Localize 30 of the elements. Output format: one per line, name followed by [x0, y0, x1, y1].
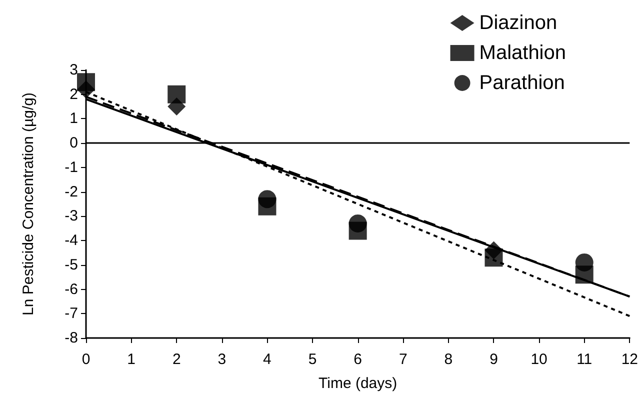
y-tick-label: 3: [70, 62, 78, 78]
x-tick-label: 10: [530, 351, 548, 368]
x-tick-label: 9: [490, 351, 498, 368]
x-tick-label: 12: [621, 351, 638, 368]
x-axis-title: Time (days): [318, 375, 398, 392]
x-tick-label: 4: [263, 351, 272, 368]
x-tick-label: 1: [127, 351, 136, 368]
x-tick-label: 5: [308, 351, 317, 368]
x-tick-label: 7: [398, 351, 408, 368]
legend-label: Malathion: [479, 42, 566, 64]
y-axis-title: Ln Pesticide Concentration (µg/g): [20, 92, 37, 316]
x-tick-label: 11: [576, 351, 592, 368]
x-tick-label: 6: [354, 351, 362, 368]
x-tick-label: 0: [82, 351, 90, 368]
y-tick-label: -5: [64, 256, 78, 274]
y-tick-label: -8: [64, 330, 78, 346]
y-tick-label: -1: [64, 158, 78, 176]
y-tick-label: -7: [64, 305, 78, 322]
legend-label: Parathion: [479, 72, 565, 94]
y-tick-label: -4: [64, 232, 78, 250]
y-tick-label: -6: [64, 280, 78, 298]
x-tick-label: 2: [172, 351, 181, 368]
legend-label: Diazinon: [479, 12, 558, 34]
y-tick-label: 0: [70, 134, 78, 152]
x-tick-label: 3: [218, 351, 226, 368]
y-tick-label: -2: [64, 183, 78, 200]
y-tick-label: -3: [64, 208, 78, 225]
x-tick-label: 8: [444, 351, 453, 368]
y-tick-label: 2: [70, 86, 78, 103]
y-tick-label: 1: [70, 110, 78, 128]
